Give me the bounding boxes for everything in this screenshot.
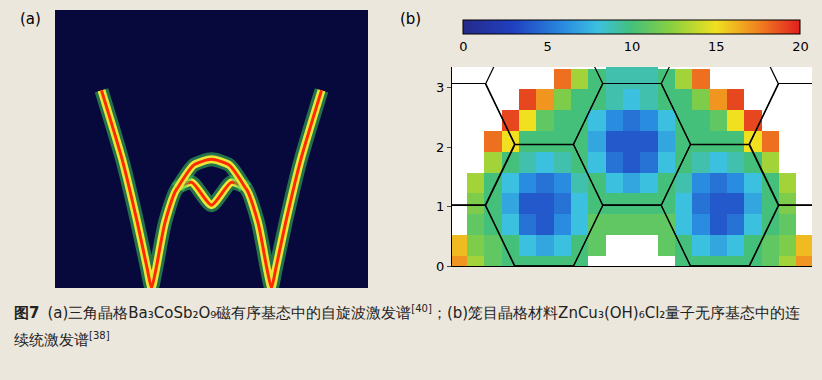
svg-text:1: 1 xyxy=(436,199,444,214)
svg-text:5: 5 xyxy=(544,39,552,54)
svg-text:15: 15 xyxy=(708,39,725,54)
svg-text:0: 0 xyxy=(459,39,467,54)
svg-text:10: 10 xyxy=(624,39,641,54)
svg-text:3: 3 xyxy=(436,80,444,95)
svg-text:(a): (a) xyxy=(20,10,41,28)
html-text:(a)三角晶格Ba₃CoSb₂O₉磁有序基态中的自旋波激发谱: (a)三角晶格Ba₃CoSb₂O₉磁有序基态中的自旋波激发谱[40]；(b)笼目… xyxy=(14,303,801,349)
svg-text:2: 2 xyxy=(436,140,444,155)
svg-text:20: 20 xyxy=(792,39,809,54)
svg-text:0: 0 xyxy=(436,259,444,274)
html-text:图7: 图7 xyxy=(14,304,40,322)
svg-text:(b): (b) xyxy=(400,10,421,28)
